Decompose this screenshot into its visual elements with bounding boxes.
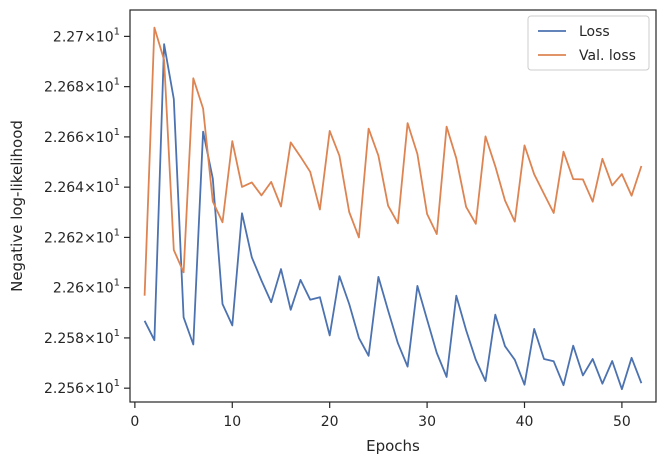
y-tick-label: 2.26×101 bbox=[53, 278, 120, 297]
y-tick-label: 2.256×101 bbox=[44, 378, 120, 397]
plot-area bbox=[130, 10, 656, 402]
x-axis-label: Epochs bbox=[366, 437, 420, 455]
x-tick-label: 30 bbox=[418, 414, 436, 430]
series-line-loss bbox=[143, 43, 643, 391]
x-tick-label: 50 bbox=[613, 414, 631, 430]
x-tick-label: 20 bbox=[321, 414, 339, 430]
y-axis: 2.256×101 2.258×101 2.26×101 2.262×101 2.264… bbox=[44, 26, 130, 397]
y-tick-label: 2.262×101 bbox=[44, 227, 120, 246]
x-axis: 0 10 20 30 40 50 bbox=[130, 402, 631, 430]
x-tick-label: 0 bbox=[130, 414, 139, 430]
series-line-val-loss bbox=[143, 26, 643, 296]
y-tick-label: 2.258×101 bbox=[44, 328, 120, 347]
legend: Loss Val. loss bbox=[527, 15, 650, 71]
legend-label-val-loss: Val. loss bbox=[579, 48, 636, 64]
legend-label-loss: Loss bbox=[579, 24, 610, 40]
y-axis-label: Negative log-likelihood bbox=[8, 120, 26, 292]
y-tick-label: 2.27×101 bbox=[53, 26, 120, 45]
series-layer bbox=[143, 26, 643, 391]
x-tick-label: 40 bbox=[516, 414, 534, 430]
x-tick-label: 10 bbox=[223, 414, 241, 430]
plot-frame bbox=[129, 9, 657, 403]
y-tick-label: 2.264×101 bbox=[44, 177, 120, 196]
y-tick-label: 2.266×101 bbox=[44, 127, 120, 146]
y-tick-label: 2.268×101 bbox=[44, 77, 120, 96]
legend-box bbox=[527, 15, 650, 71]
